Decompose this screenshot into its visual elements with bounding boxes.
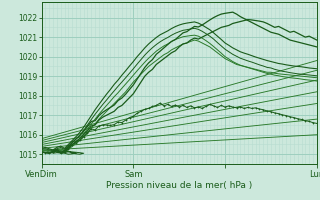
X-axis label: Pression niveau de la mer( hPa ): Pression niveau de la mer( hPa )	[106, 181, 252, 190]
